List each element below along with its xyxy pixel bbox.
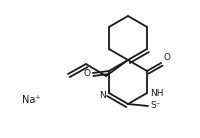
Text: Na⁺: Na⁺ (22, 95, 40, 105)
Text: N: N (99, 91, 105, 99)
Text: O: O (162, 53, 169, 62)
Text: S⁻: S⁻ (149, 102, 160, 111)
Text: O: O (84, 70, 90, 79)
Text: NH: NH (149, 90, 163, 99)
